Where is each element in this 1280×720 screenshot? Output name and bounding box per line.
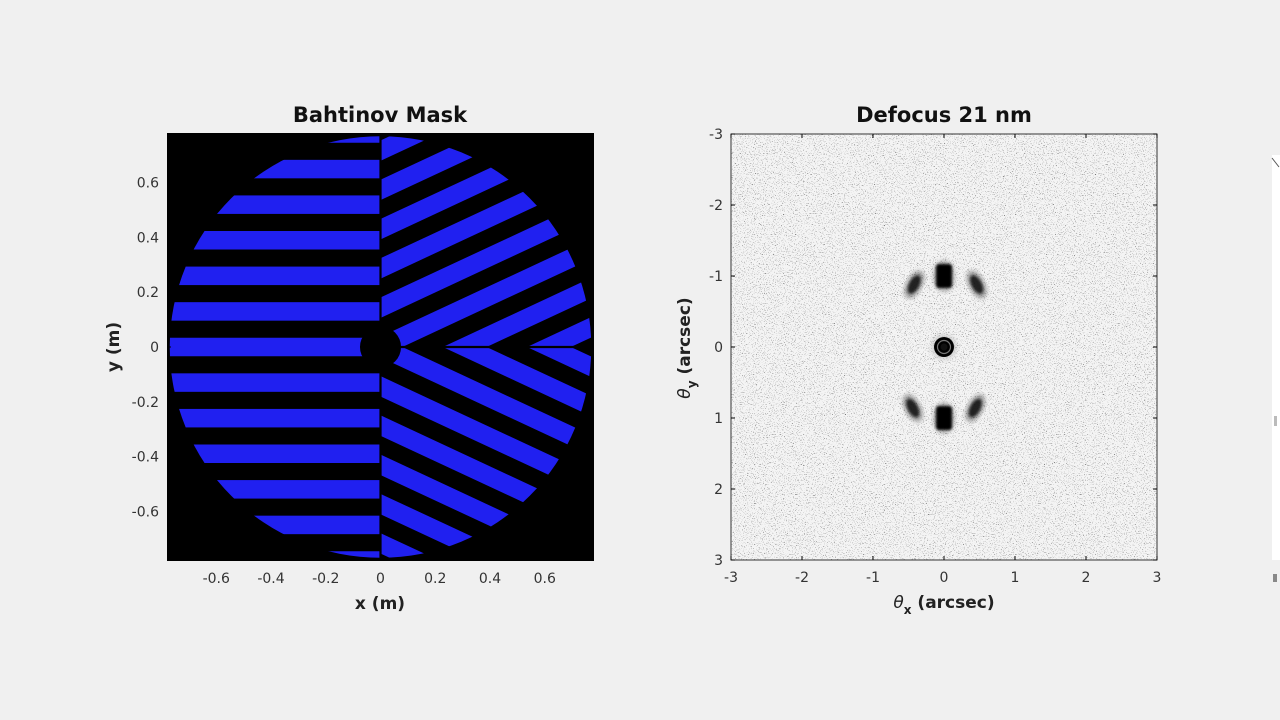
psf-x-tick-label: -3: [724, 570, 738, 586]
mask-x-tick-label: 0: [376, 571, 385, 587]
mask-slat: [169, 230, 381, 250]
third-panel-edge: [1271, 155, 1280, 582]
psf-x-tick-label: 1: [1011, 570, 1020, 586]
mask-central-obstruction: [359, 326, 402, 368]
psf-title: Defocus 21 nm: [856, 103, 1032, 127]
mask-slat: [380, 241, 592, 347]
mask-y-label: y (m): [104, 322, 124, 372]
psf-y-tick-label: 2: [714, 482, 723, 498]
mask-slat: [169, 408, 381, 428]
psf-x-tick-label: -2: [795, 570, 809, 586]
mask-x-tick-label: 0.4: [479, 571, 501, 587]
psf-x-tick-label: -1: [866, 570, 880, 586]
mask-slat: [380, 347, 579, 486]
mask-slat: [380, 144, 549, 347]
psf-x-tick-label: 0: [940, 570, 949, 586]
mask-y-tick-label: 0.6: [137, 175, 159, 191]
psf-x-tick-label: 2: [1082, 570, 1091, 586]
mask-slat: [380, 176, 564, 347]
mask-slat: [150, 53, 612, 72]
mask-slat: [169, 337, 381, 357]
mask-y-tick-label: -0.4: [132, 450, 159, 466]
mask-y-tick-label: 0.4: [137, 230, 159, 246]
mask-x-tick-label: -0.6: [203, 571, 230, 587]
psf-y-tick-label: 3: [714, 553, 723, 569]
mask-slat: [380, 208, 579, 347]
psf-y-tick-label: 1: [714, 411, 723, 427]
psf-spot-bottom-right: [965, 394, 986, 422]
mask-right-upper-slats: [380, 136, 592, 347]
mask-x-tick-label: -0.4: [257, 571, 284, 587]
mask-slat: [169, 373, 381, 392]
mask-right-lower-slats: [380, 347, 592, 558]
psf-spot-bottom-center: [933, 402, 955, 434]
psf-y-label: θy (arcsec): [675, 297, 699, 398]
mask-slat: [150, 622, 612, 641]
psf-x-ticks: -3 -2 -1 0 1 2 3: [724, 134, 1161, 586]
psf-spot-bottom-left: [902, 394, 923, 422]
psf-y-tick-label: -3: [709, 127, 723, 143]
mask-slat: [380, 347, 549, 550]
mask-slat: [380, 136, 534, 324]
mask-slat: [380, 347, 592, 453]
mask-slat: [380, 347, 592, 421]
psf-x-label: θx (arcsec): [893, 593, 994, 617]
mask-image: [150, 53, 612, 641]
mask-x-tick-label: -0.2: [312, 571, 339, 587]
mask-y-tick-label: 0: [150, 340, 159, 356]
mask-x-tick-label: 0.2: [424, 571, 446, 587]
psf-y-tick-label: 0: [714, 340, 723, 356]
mask-title: Bahtinov Mask: [293, 103, 468, 127]
psf-spot-top-center: [933, 260, 955, 292]
psf-y-ticks: -3 -2 -1 0 1 2 3: [709, 127, 1157, 569]
mask-slat: [380, 370, 534, 558]
mask-x-ticks: -0.6 -0.4 -0.2 0 0.2 0.4 0.6: [203, 557, 556, 587]
psf-spot-central-peak: [931, 334, 957, 360]
psf-x-tick-label: 3: [1153, 570, 1162, 586]
mask-y-tick-label: -0.6: [132, 505, 159, 521]
mask-slat: [169, 266, 381, 286]
mask-x-tick-label: 0.6: [534, 571, 556, 587]
mask-slat: [169, 444, 381, 464]
psf-spots: [902, 260, 987, 434]
mask-y-tick-label: -0.2: [132, 395, 159, 411]
psf-y-tick-label: -2: [709, 198, 723, 214]
mask-slat: [380, 347, 564, 518]
mask-y-ticks: 0.6 0.4 0.2 0 -0.2 -0.4 -0.6: [132, 175, 171, 521]
mask-slat: [169, 302, 381, 321]
psf-spot-top-left: [904, 270, 925, 299]
psf-spot-top-right: [966, 270, 987, 299]
psf-y-tick-label: -1: [709, 269, 723, 285]
psf-panel: Defocus 21 nm -3 -2 -1 0 1 2 3 -3 -2 -1 0 1 2 3 θx (…: [675, 103, 1161, 617]
mask-x-label: x (m): [355, 594, 405, 614]
mask-panel: Bahtinov Mask -0.6 -0.4 -0.2 0 0.2 0.4 0.6 0.6…: [104, 53, 612, 641]
mask-y-tick-label: 0.2: [137, 285, 159, 301]
mask-slat: [380, 273, 592, 347]
